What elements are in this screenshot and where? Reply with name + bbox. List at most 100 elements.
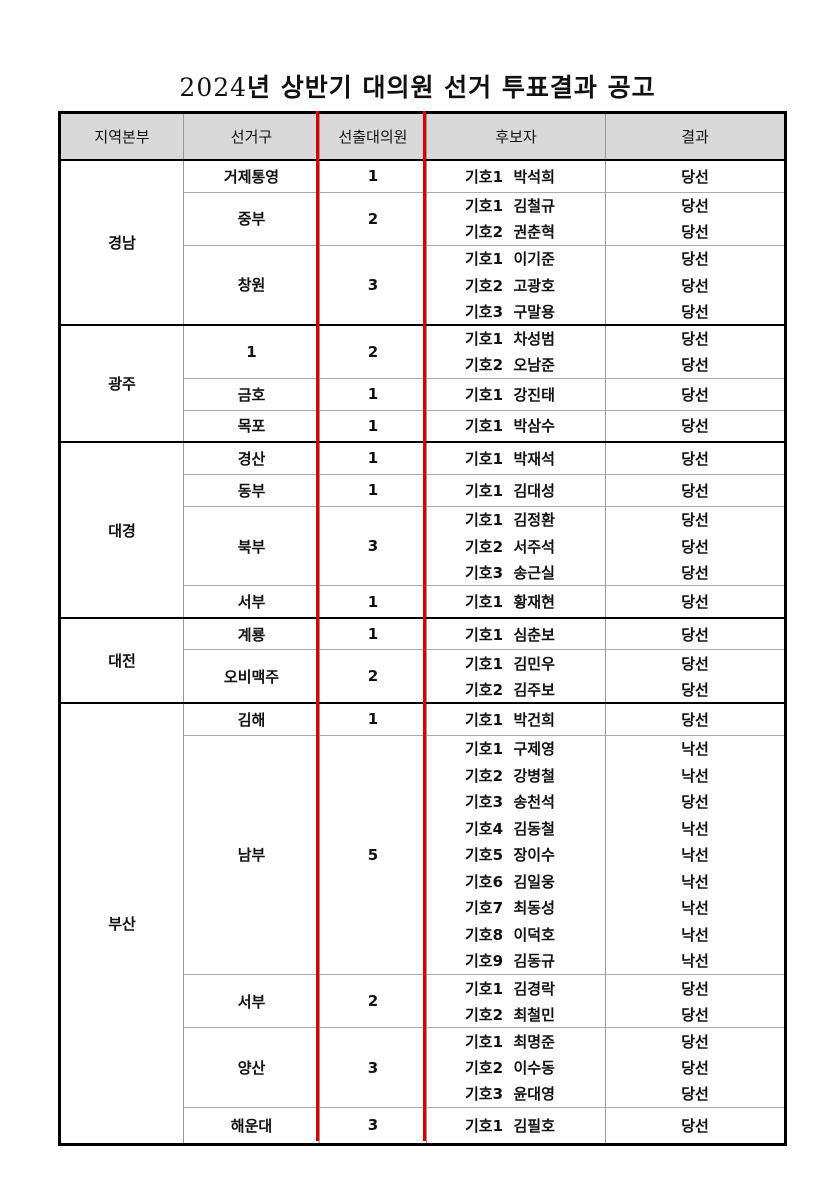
result-cell: 당선 bbox=[605, 377, 786, 411]
candidate-cell: 기호3 윤대영 bbox=[426, 1080, 606, 1108]
result-cell: 당선 bbox=[605, 218, 786, 246]
seats-cell: 1 bbox=[319, 377, 427, 411]
result-cell: 당선 bbox=[605, 441, 786, 475]
candidate-cell: 기호1 김경락 bbox=[426, 973, 606, 1002]
table-row: 기호2 강병철 낙선 bbox=[60, 761, 786, 789]
result-cell: 당선 bbox=[605, 323, 786, 352]
district-cell: 서부 bbox=[183, 585, 320, 618]
candidate-cell: 기호1 김대성 bbox=[426, 473, 606, 507]
result-cell: 낙선 bbox=[605, 814, 786, 842]
region-cell: 부산 bbox=[59, 702, 184, 1145]
table-row: 기호6 김일웅 낙선 bbox=[60, 868, 786, 895]
header-seats: 선출대의원 bbox=[319, 112, 427, 161]
candidate-cell: 기호1 박삼수 bbox=[426, 409, 606, 443]
table-row: 광주 1 2 기호1 차성범 당선 bbox=[59, 323, 786, 443]
region-cell: 대경 bbox=[59, 441, 184, 618]
result-cell: 당선 bbox=[605, 1027, 786, 1055]
region-cell: 대전 bbox=[59, 616, 184, 704]
candidate-cell: 기호1 구제영 bbox=[426, 734, 606, 762]
region-cell: 경남 bbox=[59, 159, 184, 325]
title-year: 2024 bbox=[179, 73, 248, 102]
table-row: 목포 1 기호1 박삼수 당선 bbox=[60, 409, 786, 443]
table-row: 기호2 오남준 당선 bbox=[60, 351, 786, 379]
candidate-cell: 기호6 김일웅 bbox=[426, 868, 606, 895]
candidate-cell: 기호3 송근실 bbox=[426, 559, 606, 586]
candidate-cell: 기호1 강진태 bbox=[426, 377, 606, 411]
table-row: 기호5 장이수 낙선 bbox=[60, 841, 786, 869]
seats-cell: 2 bbox=[319, 323, 427, 379]
results-table-wrapper: 지역본부 선거구 선출대의원 후보자 결과 경남 거제통영 1 기호1 박석희 당선 중부… bbox=[58, 111, 787, 1146]
result-cell: 당선 bbox=[605, 191, 786, 219]
seats-cell: 3 bbox=[319, 1027, 427, 1108]
seats-column-highlight-right bbox=[423, 111, 426, 1141]
result-cell: 당선 bbox=[605, 616, 786, 650]
result-cell: 당선 bbox=[605, 159, 786, 192]
candidate-cell: 기호1 이기준 bbox=[426, 244, 606, 272]
candidate-cell: 기호1 김정환 bbox=[426, 505, 606, 533]
region-cell: 광주 bbox=[59, 323, 184, 443]
candidate-cell: 기호4 김동철 bbox=[426, 814, 606, 842]
district-cell: 1 bbox=[183, 323, 320, 379]
district-cell: 중부 bbox=[183, 191, 320, 246]
page-title: 2024년 상반기 대의원 선거 투표결과 공고 bbox=[0, 68, 835, 104]
result-cell: 낙선 bbox=[605, 894, 786, 922]
table-row: 기호2 서주석 당선 bbox=[60, 532, 786, 560]
seats-cell: 2 bbox=[319, 649, 427, 704]
district-cell: 북부 bbox=[183, 505, 320, 586]
table-row: 기호2 최철민 당선 bbox=[60, 1001, 786, 1028]
district-cell: 경산 bbox=[183, 441, 320, 475]
result-cell: 당선 bbox=[605, 409, 786, 443]
seats-cell: 1 bbox=[319, 473, 427, 507]
result-cell: 당선 bbox=[605, 1054, 786, 1081]
result-cell: 당선 bbox=[605, 1001, 786, 1028]
district-cell: 남부 bbox=[183, 734, 320, 975]
district-cell: 계룡 bbox=[183, 616, 320, 650]
result-cell: 당선 bbox=[605, 649, 786, 677]
candidate-cell: 기호1 최명준 bbox=[426, 1027, 606, 1055]
result-cell: 낙선 bbox=[605, 761, 786, 789]
result-cell: 낙선 bbox=[605, 921, 786, 948]
district-cell: 해운대 bbox=[183, 1106, 320, 1145]
result-cell: 당선 bbox=[605, 559, 786, 586]
table-row: 기호8 이덕호 낙선 bbox=[60, 921, 786, 948]
result-cell: 당선 bbox=[605, 244, 786, 272]
result-cell: 당선 bbox=[605, 702, 786, 736]
candidate-cell: 기호1 박석희 bbox=[426, 159, 606, 192]
candidate-cell: 기호1 심춘보 bbox=[426, 616, 606, 650]
results-table: 지역본부 선거구 선출대의원 후보자 결과 경남 거제통영 1 기호1 박석희 당선 중부… bbox=[58, 111, 787, 1146]
candidate-cell: 기호2 김주보 bbox=[426, 676, 606, 704]
district-cell: 양산 bbox=[183, 1027, 320, 1108]
result-cell: 당선 bbox=[605, 505, 786, 533]
district-cell: 목포 bbox=[183, 409, 320, 443]
district-cell: 오비맥주 bbox=[183, 649, 320, 704]
table-row: 서부 1 기호1 황재현 당선 bbox=[60, 585, 786, 618]
candidate-cell: 기호2 서주석 bbox=[426, 532, 606, 560]
candidate-cell: 기호3 송천석 bbox=[426, 788, 606, 815]
seats-cell: 1 bbox=[319, 585, 427, 618]
table-row: 기호4 김동철 낙선 bbox=[60, 814, 786, 842]
result-cell: 당선 bbox=[605, 585, 786, 618]
district-cell: 금호 bbox=[183, 377, 320, 411]
candidate-cell: 기호2 오남준 bbox=[426, 351, 606, 379]
seats-cell: 1 bbox=[319, 159, 427, 192]
table-row: 기호3 송근실 당선 bbox=[60, 559, 786, 586]
title-text: 년 상반기 대의원 선거 투표결과 공고 bbox=[247, 73, 656, 102]
candidate-cell: 기호1 김민우 bbox=[426, 649, 606, 677]
table-row: 기호3 송천석 당선 bbox=[60, 788, 786, 815]
seats-cell: 1 bbox=[319, 616, 427, 650]
candidate-cell: 기호9 김동규 bbox=[426, 947, 606, 975]
seats-cell: 1 bbox=[319, 702, 427, 736]
candidate-cell: 기호2 최철민 bbox=[426, 1001, 606, 1028]
candidate-cell: 기호1 김필호 bbox=[426, 1106, 606, 1145]
table-row: 기호3 윤대영 당선 bbox=[60, 1080, 786, 1108]
result-cell: 당선 bbox=[605, 473, 786, 507]
header-candidate: 후보자 bbox=[426, 112, 606, 161]
table-row: 양산 3 기호1 최명준 당선 bbox=[60, 1027, 786, 1108]
table-header: 지역본부 선거구 선출대의원 후보자 결과 bbox=[59, 112, 786, 161]
header-region: 지역본부 bbox=[59, 112, 184, 161]
district-cell: 거제통영 bbox=[183, 159, 320, 192]
candidate-cell: 기호2 권춘혁 bbox=[426, 218, 606, 246]
district-cell: 동부 bbox=[183, 473, 320, 507]
seats-cell: 2 bbox=[319, 191, 427, 246]
table-row: 기호3 구말용 당선 bbox=[60, 298, 786, 325]
